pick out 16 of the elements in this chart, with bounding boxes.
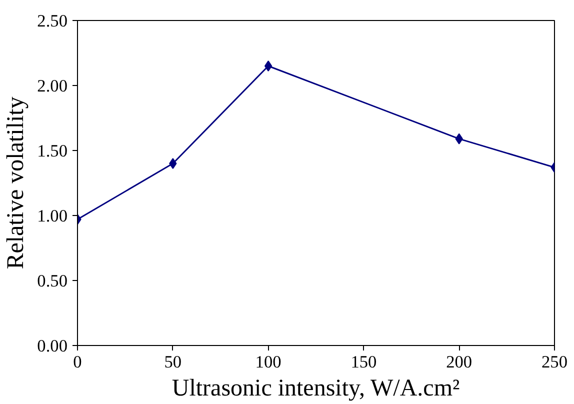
- y-tick-label: 2.00: [37, 76, 68, 96]
- x-tick-label: 200: [446, 352, 472, 372]
- y-axis-title: Relative volatility: [3, 96, 30, 270]
- x-tick-label: 250: [542, 352, 568, 372]
- y-tick-label: 1.00: [37, 206, 68, 226]
- point: [264, 60, 272, 72]
- point: [169, 158, 177, 169]
- x-tick-label: 0: [73, 352, 82, 372]
- y-tick-label: 0.00: [37, 336, 68, 356]
- x-tick-label: 150: [350, 352, 377, 372]
- y-tick-label: 0.50: [37, 272, 68, 290]
- y-tick-label: 1.50: [37, 142, 68, 160]
- y-tick-label: 2.50: [37, 12, 68, 30]
- x-tick-label: 50: [164, 352, 182, 372]
- x-tick-label: 100: [255, 352, 282, 372]
- x-axis-title: Ultrasonic intensity, W/A.cm²: [172, 376, 460, 402]
